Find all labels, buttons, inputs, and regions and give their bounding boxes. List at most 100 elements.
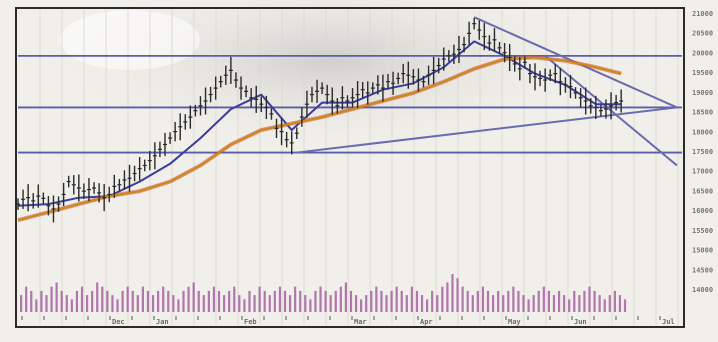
y-tick-label: 14000 xyxy=(692,286,713,294)
volume-bar xyxy=(258,286,261,312)
volume-bar xyxy=(623,299,627,312)
volume-bar xyxy=(461,286,464,312)
volume-bar xyxy=(420,295,424,312)
volume-bar xyxy=(157,290,160,312)
volume-bar xyxy=(456,278,459,312)
volume-bar xyxy=(136,295,139,312)
volume-bar xyxy=(593,290,596,312)
volume-bar xyxy=(65,295,68,312)
volume-bar xyxy=(253,295,256,312)
volume-bar xyxy=(537,290,540,312)
volume-bar xyxy=(568,299,571,312)
y-tick-label: 15000 xyxy=(692,247,713,255)
volume-bar xyxy=(146,290,150,312)
volume-bar xyxy=(613,290,616,312)
volume-bar xyxy=(91,290,94,312)
volume-bar xyxy=(187,286,190,312)
volume-bar xyxy=(380,290,383,312)
y-tick-label: 19500 xyxy=(692,69,713,77)
volume-bar xyxy=(334,290,337,312)
volume-bar xyxy=(116,299,119,312)
volume-bar xyxy=(106,290,109,312)
volume-bar xyxy=(177,299,180,312)
volume-bar xyxy=(451,274,454,312)
y-tick-label: 16500 xyxy=(692,187,713,195)
volume-bar xyxy=(228,290,231,312)
volume-bar xyxy=(75,290,79,312)
volume-bar xyxy=(238,295,241,312)
volume-bar xyxy=(497,290,500,312)
volume-bar xyxy=(486,290,490,312)
volume-bar xyxy=(324,290,327,312)
price-bars xyxy=(16,17,624,223)
volume-bar xyxy=(151,295,155,312)
volume-bar xyxy=(370,290,373,312)
x-tick-label: Dec xyxy=(112,318,125,326)
volume-bar xyxy=(309,299,312,312)
x-tick-label: Jan xyxy=(156,318,169,326)
volume-bar xyxy=(507,290,510,312)
volume-bar xyxy=(96,282,99,312)
volume-bar xyxy=(603,299,606,312)
volume-bar xyxy=(618,295,622,312)
volume-bar xyxy=(517,290,520,312)
volume-bar xyxy=(532,295,535,312)
volume-bar xyxy=(512,286,515,312)
volume-bar xyxy=(375,286,378,312)
volume-bar xyxy=(172,295,175,312)
volume-bar xyxy=(217,290,221,312)
y-tick-label: 21000 xyxy=(692,10,713,18)
volume-bar xyxy=(329,295,332,312)
volume-bar xyxy=(552,295,556,312)
volume-bar xyxy=(45,295,48,312)
volume-bar xyxy=(583,290,586,312)
volume-bar xyxy=(182,290,185,312)
volume-bar xyxy=(360,299,363,312)
volume-bar xyxy=(131,290,134,312)
volume-bar xyxy=(385,295,388,312)
y-tick-label: 20500 xyxy=(692,30,713,38)
y-tick-label: 15500 xyxy=(692,227,713,235)
x-tick-label: Mar xyxy=(354,318,367,326)
volume-bar xyxy=(283,290,287,312)
volume-bar xyxy=(354,295,358,312)
y-tick-label: 14500 xyxy=(692,266,713,274)
volume-bar xyxy=(527,299,530,312)
volume-bar xyxy=(20,295,23,312)
volume-bar xyxy=(299,290,302,312)
volume-bar xyxy=(339,286,342,312)
volume-bar xyxy=(288,295,292,312)
volume-bar xyxy=(223,295,226,312)
y-tick-label: 17500 xyxy=(692,148,713,156)
volume-bar xyxy=(522,295,525,312)
volume-bar xyxy=(563,295,566,312)
volume-bar xyxy=(273,290,276,312)
volume-bar xyxy=(390,290,393,312)
volume-bar xyxy=(608,295,611,312)
volume-bar xyxy=(395,286,398,312)
volume-bar xyxy=(436,295,439,312)
volume-bar xyxy=(476,290,479,312)
volume-bar xyxy=(212,286,216,312)
volume-bar xyxy=(426,299,429,312)
volume-bar xyxy=(405,295,408,312)
volume-bar xyxy=(121,290,124,312)
volume-bar xyxy=(167,290,170,312)
volume-bar xyxy=(410,286,413,312)
volume-bar xyxy=(55,282,58,312)
volume-bar xyxy=(547,290,550,312)
volume-bar xyxy=(202,295,205,312)
volume-bar xyxy=(101,286,104,312)
volume-bar xyxy=(85,295,89,312)
plot-frame xyxy=(15,7,685,328)
x-tick-label: Feb xyxy=(244,318,257,326)
volume-bar xyxy=(30,290,33,312)
volume-bar xyxy=(314,290,317,312)
volume-bar xyxy=(588,286,591,312)
volume-bar xyxy=(446,282,449,312)
volume-bar xyxy=(268,295,271,312)
y-tick-label: 18000 xyxy=(692,128,713,136)
volume-bar xyxy=(491,295,495,312)
volume-bar xyxy=(197,290,200,312)
